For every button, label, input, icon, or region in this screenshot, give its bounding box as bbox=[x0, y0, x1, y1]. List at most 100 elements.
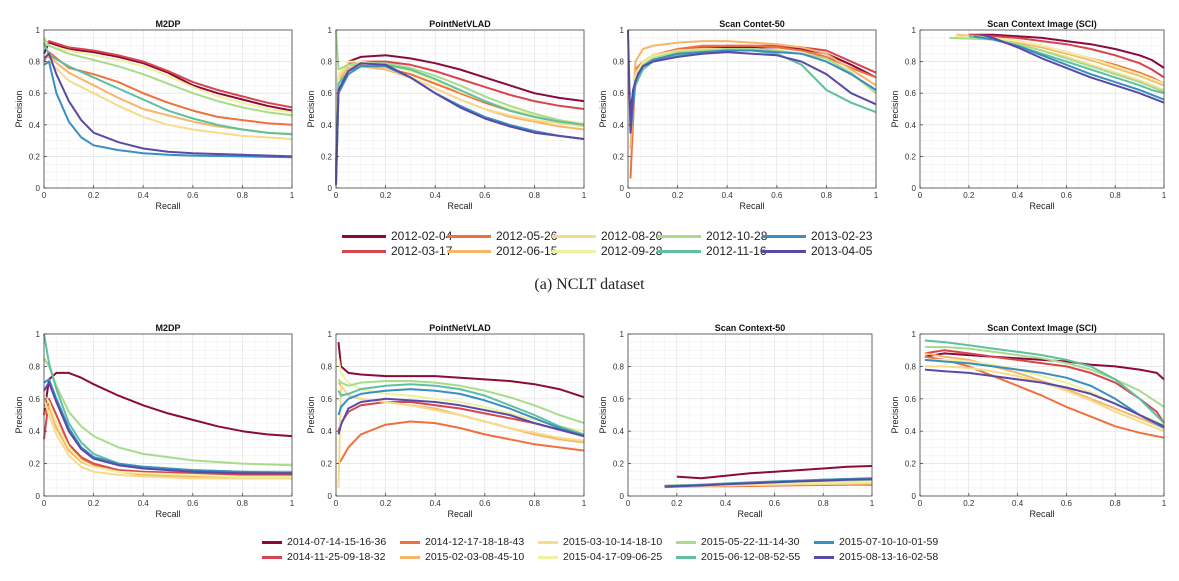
x-tick-label: 0 bbox=[334, 191, 339, 200]
legend-label: 2012-05-26 bbox=[496, 229, 558, 243]
x-tick-label: 0.6 bbox=[479, 499, 491, 508]
y-axis-label: Precision bbox=[598, 396, 608, 433]
y-tick-label: 0.4 bbox=[321, 121, 333, 130]
x-tick-label: 0 bbox=[626, 191, 631, 200]
series-line bbox=[968, 33, 1165, 69]
series-line bbox=[43, 41, 293, 114]
chart-title: PointNetVLAD bbox=[429, 19, 491, 29]
chart-5: 0 0.2 0.4 0.6 0.8 1 0 0.2 0.4 0.6 0.8 1 M2DP Recall Pr… bbox=[14, 323, 295, 519]
series-line bbox=[337, 388, 585, 438]
x-axis-label: Recall bbox=[447, 201, 472, 211]
y-tick-label: 0.4 bbox=[613, 121, 625, 130]
legend-swatch bbox=[262, 540, 282, 544]
y-axis-label: Precision bbox=[14, 396, 24, 433]
y-tick-label: 0.6 bbox=[905, 395, 917, 404]
x-tick-label: 0.6 bbox=[1061, 499, 1073, 508]
axes-box bbox=[335, 29, 585, 189]
legend-label: 2012-08-20 bbox=[601, 229, 663, 243]
chart-4: 0 0.2 0.4 0.6 0.8 1 0 0.2 0.4 0.6 0.8 1 Scan Context… bbox=[890, 19, 1167, 211]
axes-box bbox=[43, 333, 293, 497]
legend-label: 2015-06-12-08-52-55 bbox=[701, 551, 801, 563]
y-tick-label: 0.2 bbox=[29, 152, 41, 161]
legend-item: 2012-03-17 bbox=[342, 244, 452, 258]
chart-8: 0 0.2 0.4 0.6 0.8 1 0 0.2 0.4 0.6 0.8 1 Scan Context… bbox=[890, 323, 1167, 519]
series-line bbox=[337, 341, 585, 399]
series-line bbox=[337, 358, 585, 433]
series-line bbox=[924, 339, 1165, 424]
y-tick-label: 0.4 bbox=[905, 121, 917, 130]
chart-title: Scan Context Image (SCI) bbox=[987, 19, 1097, 29]
y-axis-label: Precision bbox=[306, 90, 316, 127]
chart-3: 0 0.2 0.4 0.6 0.8 1 0 0.2 0.4 0.6 0.8 1 Scan Contet-… bbox=[598, 19, 879, 211]
y-tick-label: 0.8 bbox=[905, 58, 917, 67]
x-tick-label: 0 bbox=[334, 499, 339, 508]
x-tick-label: 1 bbox=[1162, 191, 1167, 200]
x-tick-label: 0.4 bbox=[430, 191, 442, 200]
axes-box bbox=[335, 333, 585, 497]
series-line bbox=[924, 368, 1165, 428]
y-tick-label: 0.8 bbox=[321, 58, 333, 67]
series-line bbox=[43, 394, 292, 478]
x-axis-label: Recall bbox=[737, 509, 762, 519]
x-tick-label: 0.8 bbox=[1110, 191, 1122, 200]
axes-box bbox=[919, 333, 1165, 497]
chart-title: Scan Contet-50 bbox=[719, 19, 785, 29]
legend-item: 2013-04-05 bbox=[762, 244, 872, 258]
x-axis-label: Recall bbox=[1029, 201, 1054, 211]
chart-title: Scan Context-50 bbox=[715, 323, 786, 333]
series-line bbox=[43, 378, 293, 475]
x-tick-label: 0.2 bbox=[672, 191, 684, 200]
x-axis-label: Recall bbox=[155, 201, 180, 211]
legend-label: 2012-06-15 bbox=[496, 244, 558, 258]
chart-title: M2DP bbox=[155, 323, 180, 333]
legend-label: 2014-11-25-09-18-32 bbox=[287, 551, 386, 563]
x-tick-label: 0.4 bbox=[138, 499, 150, 508]
x-tick-label: 0.8 bbox=[529, 499, 541, 508]
series-line bbox=[629, 40, 877, 149]
chart-title: PointNetVLAD bbox=[429, 323, 491, 333]
legend-item: 2014-07-14-15-16-36 bbox=[262, 536, 386, 548]
legend-label: 2012-09-28 bbox=[601, 244, 663, 258]
y-tick-label: 0.6 bbox=[29, 89, 41, 98]
series-line bbox=[43, 52, 293, 158]
axes-box bbox=[919, 29, 1165, 189]
x-axis-label: Recall bbox=[739, 201, 764, 211]
series-line bbox=[337, 383, 585, 436]
x-tick-label: 0.8 bbox=[1110, 499, 1122, 508]
x-tick-label: 0.8 bbox=[818, 499, 830, 508]
y-tick-label: 1 bbox=[912, 330, 917, 339]
y-tick-label: 1 bbox=[36, 26, 41, 35]
chart-title: M2DP bbox=[155, 19, 180, 29]
x-tick-label: 0.2 bbox=[963, 499, 975, 508]
axes-box bbox=[627, 29, 877, 189]
legend-item: 2012-05-26 bbox=[447, 229, 557, 243]
series-line bbox=[337, 378, 585, 425]
y-tick-label: 0.2 bbox=[905, 152, 917, 161]
series-line bbox=[43, 60, 293, 159]
y-axis-label: Precision bbox=[890, 90, 900, 127]
y-tick-label: 0.2 bbox=[321, 152, 333, 161]
y-tick-label: 1 bbox=[328, 330, 333, 339]
axes-box bbox=[627, 333, 873, 497]
series-line bbox=[924, 358, 1165, 429]
legend-swatch bbox=[400, 540, 420, 544]
legend-label: 2015-02-03-08-45-10 bbox=[425, 551, 525, 563]
series-line bbox=[627, 29, 877, 134]
x-tick-label: 0.2 bbox=[380, 191, 392, 200]
y-tick-label: 0 bbox=[328, 492, 333, 501]
series-line bbox=[980, 33, 1165, 104]
legend-label: 2014-12-17-18-18-43 bbox=[425, 536, 525, 548]
y-axis-label: Precision bbox=[306, 396, 316, 433]
x-tick-label: 1 bbox=[1162, 499, 1167, 508]
series-line bbox=[676, 465, 873, 480]
x-tick-label: 0.6 bbox=[771, 191, 783, 200]
x-tick-label: 0.4 bbox=[1012, 499, 1024, 508]
y-tick-label: 0 bbox=[36, 492, 41, 501]
legend-label: 2015-03-10-14-18-10 bbox=[563, 536, 663, 548]
y-tick-label: 0.4 bbox=[321, 427, 333, 436]
x-tick-label: 0.4 bbox=[722, 191, 734, 200]
x-tick-label: 0.2 bbox=[88, 499, 100, 508]
legend-label: 2015-04-17-09-06-25 bbox=[563, 551, 663, 563]
legend-label: 2015-07-10-10-01-59 bbox=[839, 536, 939, 548]
series-line bbox=[43, 42, 293, 136]
